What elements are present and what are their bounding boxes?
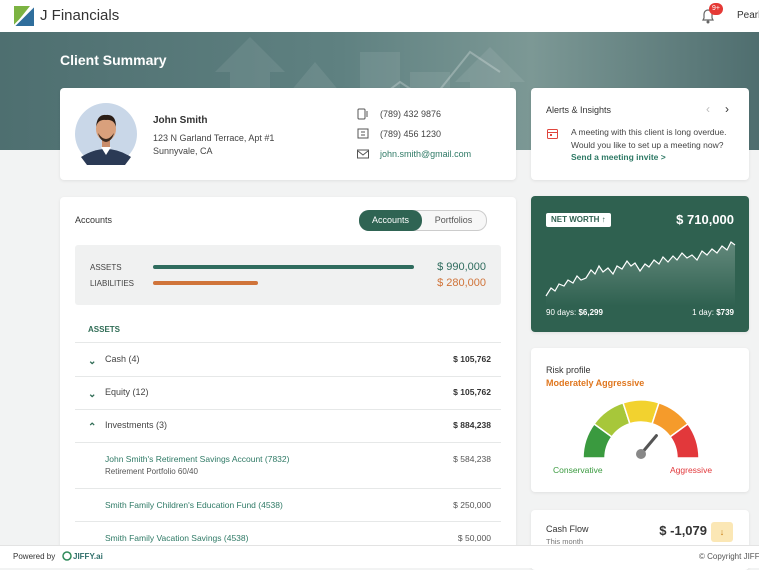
client-card: John Smith 123 N Garland Terrace, Apt #1… — [60, 88, 516, 180]
gauge-max-label: Aggressive — [670, 465, 713, 475]
brand: J Financials — [40, 7, 120, 24]
holding-name[interactable]: John Smith's Retirement Savings Account … — [105, 454, 290, 464]
holding-value: $ 250,000 — [453, 500, 491, 510]
liabilities-label: LIABILITIES — [90, 279, 135, 288]
change-1-value: $739 — [716, 308, 734, 317]
group-value: $ 105,762 — [453, 387, 491, 397]
cash-flow-value: $ -1,079 — [659, 523, 707, 538]
email[interactable]: john.smith@gmail.com — [380, 149, 472, 159]
contact-icons — [357, 108, 369, 159]
top-bar: J Financials 9+ Pearl — [0, 0, 759, 32]
divider — [75, 488, 501, 489]
tab-portfolios[interactable]: Portfolios — [434, 215, 473, 225]
footer-brand: JIFFY.ai — [73, 552, 103, 561]
copyright: © Copyright JIFF — [699, 552, 759, 561]
powered-by: Powered by — [13, 552, 56, 561]
notification-badge: 9+ — [709, 3, 723, 15]
gauge-segment — [669, 422, 700, 459]
net-worth-label: NET WORTH — [551, 215, 600, 224]
footer: Powered by JIFFY.ai © Copyright JIFF — [0, 545, 759, 568]
liabilities-bar — [153, 281, 258, 285]
cash-flow-arrow: ↓ — [711, 522, 733, 542]
holding-value: $ 584,238 — [453, 454, 491, 464]
holding-name[interactable]: Smith Family Children's Education Fund (… — [105, 500, 283, 510]
divider — [75, 521, 501, 522]
divider — [75, 409, 501, 410]
net-worth-card: NET WORTH ↑ $ 710,000 90 days: $6,299 1 … — [531, 196, 749, 332]
group-name[interactable]: Equity (12) — [105, 387, 149, 397]
alerts-title: Alerts & Insights — [546, 105, 612, 115]
next-button[interactable]: › — [725, 102, 729, 116]
client-address: Sunnyvale, CA — [153, 146, 213, 156]
tab-accounts[interactable]: Accounts — [359, 210, 422, 231]
client-address: 123 N Garland Terrace, Apt #1 — [153, 133, 275, 143]
avatar — [75, 103, 137, 165]
alert-link[interactable]: Send a meeting invite > — [571, 152, 666, 162]
group-name[interactable]: Investments (3) — [105, 420, 168, 430]
phone-mobile: (789) 432 9876 — [380, 109, 442, 119]
expand-toggle[interactable]: ⌃ — [88, 422, 97, 433]
change-90-label: 90 days: — [546, 308, 577, 317]
liabilities-value: $ 280,000 — [437, 277, 486, 289]
change-90-value: $6,299 — [578, 308, 603, 317]
alert-message: A meeting with this client is long overd… — [571, 126, 736, 164]
expand-toggle[interactable]: ⌄ — [88, 389, 97, 400]
cash-flow-period: This month — [546, 537, 584, 546]
group-value: $ 105,762 — [453, 354, 491, 364]
divider — [75, 342, 501, 343]
cash-flow-title: Cash Flow — [546, 524, 589, 534]
client-name: John Smith — [153, 115, 208, 126]
divider — [75, 376, 501, 377]
prev-button[interactable]: ‹ — [706, 102, 710, 116]
assets-bar — [153, 265, 414, 269]
gauge-min-label: Conservative — [553, 465, 603, 475]
holding-value: $ 50,000 — [457, 533, 491, 543]
gauge-hub — [636, 449, 646, 459]
logo — [14, 6, 34, 26]
phone-office: (789) 456 1230 — [380, 129, 442, 139]
change-1: 1 day: $739 — [692, 308, 734, 317]
risk-card: Risk profile Moderately Aggressive Conse… — [531, 348, 749, 492]
group-name[interactable]: Cash (4) — [105, 354, 140, 364]
page-title: Client Summary — [60, 52, 167, 68]
gauge-hub-bg — [609, 426, 673, 458]
calendar-icon — [547, 129, 558, 139]
change-90: 90 days: $6,299 — [546, 308, 603, 317]
change-1-label: 1 day: — [692, 308, 714, 317]
net-worth-badge: NET WORTH ↑ — [546, 213, 611, 227]
alerts-card: Alerts & Insights ‹ › A meeting with thi… — [531, 88, 749, 180]
expand-toggle[interactable]: ⌄ — [88, 356, 97, 367]
net-worth-value: $ 710,000 — [676, 212, 734, 227]
holding-name[interactable]: Smith Family Vacation Savings (4538) — [105, 533, 249, 543]
assets-value: $ 990,000 — [437, 261, 486, 273]
assets-label: ASSETS — [90, 263, 122, 272]
group-value: $ 884,238 — [453, 420, 491, 430]
accounts-card: Accounts Accounts Portfolios ASSETS $ 99… — [60, 197, 516, 557]
holding-sub: Retirement Portfolio 60/40 — [105, 467, 198, 476]
net-worth-chart — [545, 241, 736, 306]
risk-title: Risk profile — [546, 365, 591, 375]
section-header: ASSETS — [88, 325, 121, 334]
alert-text: A meeting with this client is long overd… — [571, 127, 727, 150]
risk-gauge — [582, 399, 700, 459]
accounts-title: Accounts — [75, 215, 113, 225]
risk-level: Moderately Aggressive — [546, 378, 645, 388]
jiffy-logo — [62, 551, 72, 561]
divider — [75, 442, 501, 443]
user-name[interactable]: Pearl — [737, 10, 759, 21]
notifications[interactable] — [700, 8, 716, 24]
summary-box — [75, 245, 501, 305]
